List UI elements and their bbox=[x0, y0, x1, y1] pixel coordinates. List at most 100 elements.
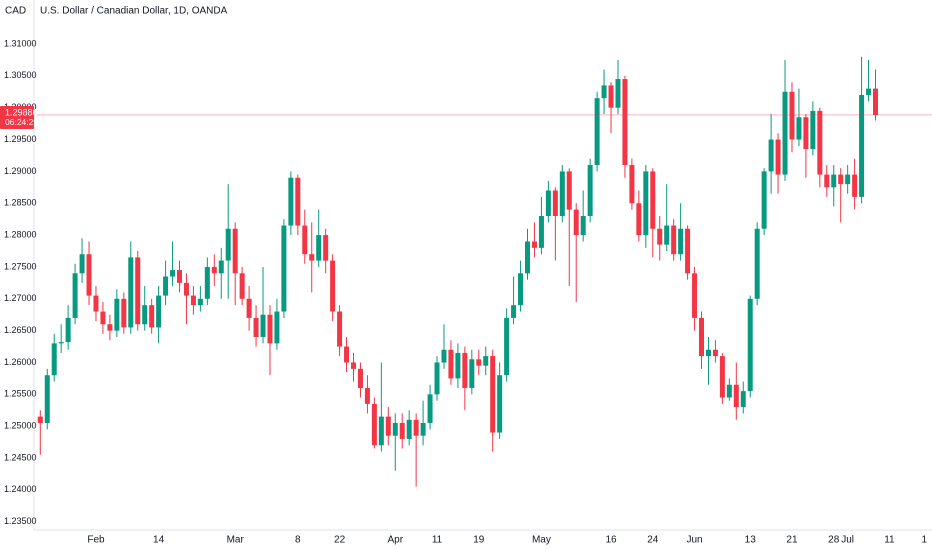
candle-body bbox=[831, 174, 837, 188]
y-tick-label: 1.27000 bbox=[4, 293, 37, 303]
candle-body bbox=[775, 139, 781, 175]
candle-body bbox=[566, 171, 572, 210]
candle-body bbox=[504, 317, 510, 376]
candle-body bbox=[740, 391, 746, 408]
candle-body bbox=[420, 422, 426, 436]
candle-body bbox=[531, 241, 537, 248]
x-tick-label: 13 bbox=[745, 535, 757, 546]
candle-body bbox=[135, 257, 141, 325]
candle-body bbox=[525, 241, 530, 274]
candle-body bbox=[392, 422, 398, 436]
candle-body bbox=[782, 91, 788, 175]
candle-body bbox=[796, 117, 802, 140]
candle-body bbox=[448, 349, 454, 379]
candle-body bbox=[629, 165, 635, 204]
candle-body bbox=[573, 209, 579, 236]
candle-body bbox=[768, 139, 774, 172]
candle-body bbox=[79, 254, 85, 274]
x-tick-label: 1 bbox=[921, 535, 927, 546]
candle-body bbox=[100, 311, 106, 325]
candle-body bbox=[754, 228, 760, 299]
candle-body bbox=[121, 298, 127, 328]
x-tick-label: Mar bbox=[227, 535, 245, 546]
x-tick-label: May bbox=[532, 535, 551, 546]
y-tick-label: 1.31000 bbox=[4, 38, 37, 48]
candle-body bbox=[156, 295, 162, 328]
candle-body bbox=[51, 343, 57, 376]
candle-body bbox=[469, 359, 475, 388]
candle-body bbox=[559, 171, 565, 216]
candle-body bbox=[385, 416, 391, 436]
x-tick-label: 24 bbox=[647, 535, 659, 546]
x-tick-label: 8 bbox=[295, 535, 301, 546]
candle-body bbox=[699, 317, 704, 357]
x-tick-label: 21 bbox=[786, 535, 798, 546]
candle-body bbox=[344, 346, 350, 363]
candle-body bbox=[441, 349, 447, 363]
candle-body bbox=[114, 298, 120, 331]
candle-body bbox=[295, 177, 301, 226]
candle-body bbox=[357, 368, 363, 388]
y-tick-label: 1.24000 bbox=[4, 484, 37, 494]
candle-body bbox=[302, 225, 308, 255]
x-tick-label: Apr bbox=[387, 535, 403, 546]
candle-body bbox=[838, 174, 844, 185]
candle-body bbox=[601, 85, 607, 99]
candle-body bbox=[399, 422, 405, 439]
candle-body bbox=[253, 317, 259, 338]
candle-body bbox=[810, 110, 816, 150]
candle-body bbox=[232, 228, 238, 274]
candle-body bbox=[733, 384, 739, 408]
candle-body bbox=[170, 270, 176, 277]
candle-body bbox=[58, 342, 64, 344]
candle-body bbox=[712, 349, 718, 357]
candle-body bbox=[323, 235, 329, 261]
candle-body bbox=[552, 190, 558, 216]
candle-body bbox=[650, 171, 656, 229]
candle-body bbox=[211, 266, 217, 274]
x-tick-label: 14 bbox=[153, 535, 165, 546]
candle-body bbox=[128, 257, 134, 328]
x-tick-label: 28 bbox=[828, 535, 840, 546]
candle-body bbox=[622, 79, 628, 166]
candle-body bbox=[726, 384, 732, 398]
candle-body bbox=[288, 177, 294, 226]
candle-body bbox=[260, 314, 266, 338]
candle-body bbox=[538, 215, 544, 248]
y-tick-label: 1.24500 bbox=[4, 452, 37, 462]
last-price-box bbox=[0, 105, 34, 129]
candle-body bbox=[678, 228, 684, 255]
y-tick-label: 1.25000 bbox=[4, 421, 37, 431]
y-tick-label: 1.28000 bbox=[4, 229, 37, 239]
candle-body bbox=[149, 305, 155, 328]
candle-body bbox=[518, 273, 524, 306]
candle-body bbox=[671, 225, 677, 255]
x-tick-label: Jun bbox=[686, 535, 702, 546]
candle-body bbox=[608, 85, 614, 108]
candle-body bbox=[239, 273, 245, 299]
candle-body bbox=[824, 174, 830, 188]
candle-body bbox=[316, 235, 322, 261]
candle-body bbox=[545, 190, 551, 216]
candle-body bbox=[455, 352, 461, 379]
y-tick-label: 1.29000 bbox=[4, 166, 37, 176]
y-tick-label: 1.23500 bbox=[4, 516, 37, 526]
candle-body bbox=[197, 298, 203, 306]
candle-body bbox=[72, 273, 78, 318]
x-tick-label: 16 bbox=[605, 535, 617, 546]
candle-body bbox=[378, 416, 384, 446]
x-tick-label: 11 bbox=[884, 535, 895, 546]
candle-body bbox=[497, 375, 503, 433]
y-tick-label: 1.30500 bbox=[4, 70, 37, 80]
candle-body bbox=[803, 117, 809, 150]
candle-body bbox=[580, 215, 586, 236]
candle-body bbox=[107, 324, 113, 331]
candle-body bbox=[218, 260, 224, 274]
candle-body bbox=[761, 171, 767, 229]
y-tick-label: 1.26500 bbox=[4, 325, 37, 335]
candle-body bbox=[817, 110, 823, 175]
x-tick-label: 19 bbox=[473, 535, 485, 546]
candle-body bbox=[852, 174, 858, 197]
